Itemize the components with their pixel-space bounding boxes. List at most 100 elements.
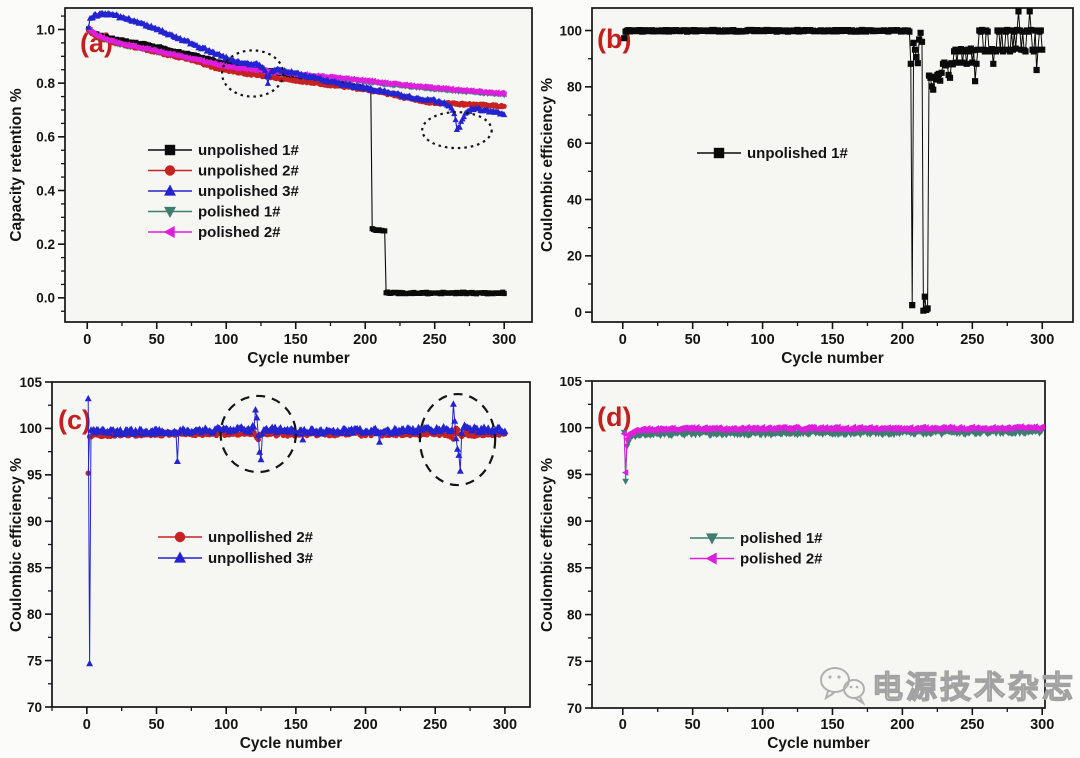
x-tick-label: 250	[960, 332, 984, 348]
panel-b-coulombic-efficiency-chart: 0 50 100 150 200 250 300 0 20 40 60 80 100 Cycle numb…	[535, 0, 1080, 382]
x-tick-label: 200	[890, 717, 914, 733]
x-tick-label: 200	[353, 717, 377, 733]
annotation-ellipse	[418, 392, 497, 487]
series-markers-unpolished 3#	[85, 9, 508, 133]
y-tick-label: 0.2	[36, 237, 55, 252]
legend: polished 1# polished 2#	[690, 530, 823, 568]
x-tick-label: 0	[83, 717, 91, 733]
legend-marker	[706, 533, 718, 545]
panel-letter: (d)	[597, 402, 631, 432]
x-tick-label: 200	[353, 332, 377, 348]
legend-label: unpolished 1#	[747, 145, 849, 162]
x-tick-label: 300	[492, 332, 516, 348]
y-axis-label: Coulombic efficiency %	[8, 458, 25, 632]
y-tick-label: 0	[574, 305, 582, 320]
legend-marker	[174, 551, 186, 563]
legend-marker	[163, 226, 175, 238]
legend-marker	[713, 147, 725, 159]
x-tick-label: 100	[750, 332, 774, 348]
x-tick-label: 150	[284, 332, 308, 348]
y-axis-label: Capacity retention %	[8, 88, 25, 242]
x-axis-label: Cycle number	[240, 735, 343, 752]
y-tick-label: 75	[27, 653, 43, 668]
x-tick-label: 0	[83, 332, 91, 348]
x-tick-label: 200	[890, 332, 914, 348]
x-tick-label: 250	[423, 717, 447, 733]
legend-label: unpollished 2#	[208, 529, 314, 546]
x-axis-label: Cycle number	[247, 350, 350, 367]
x-axis-label: Cycle number	[781, 350, 884, 367]
y-tick-label: 0.4	[36, 183, 55, 198]
y-tick-label: 80	[567, 80, 582, 95]
y-tick-label: 80	[27, 607, 42, 622]
y-tick-label: 60	[567, 136, 582, 151]
y-tick-label: 85	[27, 561, 43, 576]
chart-svg-c: 0 50 100 150 200 250 300 70 75 80 85 90 95 100 105 Cycl…	[8, 375, 531, 752]
x-tick-label: 250	[960, 717, 984, 733]
y-tick-label: 95	[27, 468, 43, 483]
y-tick-label: 75	[567, 654, 583, 669]
x-tick-label: 150	[820, 717, 844, 733]
x-tick-label: 50	[685, 332, 701, 348]
y-tick-label: 20	[567, 249, 582, 264]
x-tick-label: 250	[423, 332, 447, 348]
x-tick-label: 50	[685, 717, 701, 733]
y-tick-label: 100	[559, 421, 582, 436]
y-axis-label: Coulombic efficiency %	[539, 458, 556, 632]
x-tick-label: 50	[148, 717, 164, 733]
plot-area	[64, 7, 533, 323]
y-tick-label: 85	[567, 561, 583, 576]
legend-marker	[174, 531, 186, 543]
legend: unpolished 1# unpolished 2# unpolished 3# p…	[148, 142, 300, 241]
legend: unpolished 1#	[697, 145, 849, 162]
chart-svg-a: 0 50 100 150 200 250 300 0.0 0.2 0.4 0.6 0.8 1.0 Cycl…	[8, 7, 533, 367]
series-markers-polished 2#	[85, 25, 507, 98]
x-axis-label: Cycle number	[767, 735, 870, 752]
y-tick-label: 80	[567, 607, 582, 622]
y-tick-label: 0.8	[36, 76, 55, 91]
plot-area	[591, 7, 1074, 323]
panel-a-capacity-retention-chart: 0 50 100 150 200 250 300 0.0 0.2 0.4 0.6 0.8 1.0 Cycl…	[0, 0, 560, 382]
x-tick-label: 150	[284, 717, 308, 733]
y-tick-label: 1.0	[36, 22, 55, 37]
series-markers-polished 1#	[620, 427, 1046, 485]
y-tick-label: 90	[567, 514, 582, 529]
annotation-ellipse	[220, 49, 285, 98]
legend: unpollished 2# unpollished 3#	[158, 529, 314, 567]
x-tick-label: 300	[493, 717, 517, 733]
y-tick-label: 40	[567, 192, 582, 207]
legend-marker	[164, 184, 176, 196]
y-tick-label: 0.0	[36, 291, 55, 306]
legend-label: unpolished 3#	[198, 183, 300, 200]
annotation-ellipse	[421, 111, 493, 150]
x-tick-label: 300	[1030, 717, 1054, 733]
x-tick-label: 100	[750, 717, 774, 733]
panel-d-coulombic-efficiency-chart: 0 50 100 150 200 250 300 70 75 80 85 90 95 100 105 Cycl…	[535, 374, 1080, 758]
x-tick-label: 300	[1030, 332, 1054, 348]
y-tick-label: 90	[27, 514, 42, 529]
y-tick-label: 70	[27, 700, 42, 715]
legend-label: polished 2#	[198, 224, 281, 241]
legend-label: polished 1#	[198, 204, 281, 221]
y-tick-label: 105	[19, 377, 42, 390]
y-tick-label: 95	[567, 467, 583, 482]
legend-label: polished 1#	[740, 530, 823, 547]
series-markers-polished 2#	[620, 423, 1045, 476]
legend-marker	[705, 552, 717, 565]
legend-marker	[164, 144, 176, 156]
y-tick-label: 105	[559, 377, 582, 389]
y-axis-label: Coulombic efficiency %	[539, 78, 556, 252]
x-tick-label: 0	[619, 332, 627, 348]
x-tick-label: 0	[619, 717, 627, 733]
legend-label: unpollished 3#	[208, 550, 314, 567]
legend-label: unpolished 1#	[198, 142, 300, 159]
legend-label: unpolished 2#	[198, 163, 300, 180]
annotation-ellipse	[219, 394, 297, 474]
x-tick-label: 100	[214, 717, 238, 733]
x-tick-label: 150	[820, 332, 844, 348]
chart-svg-d: 0 50 100 150 200 250 300 70 75 80 85 90 95 100 105 Cycl…	[539, 374, 1054, 752]
legend-marker	[164, 165, 176, 176]
y-tick-label: 0.6	[36, 130, 55, 145]
chart-svg-b: 0 50 100 150 200 250 300 0 20 40 60 80 100 Cycle numb…	[539, 7, 1074, 367]
